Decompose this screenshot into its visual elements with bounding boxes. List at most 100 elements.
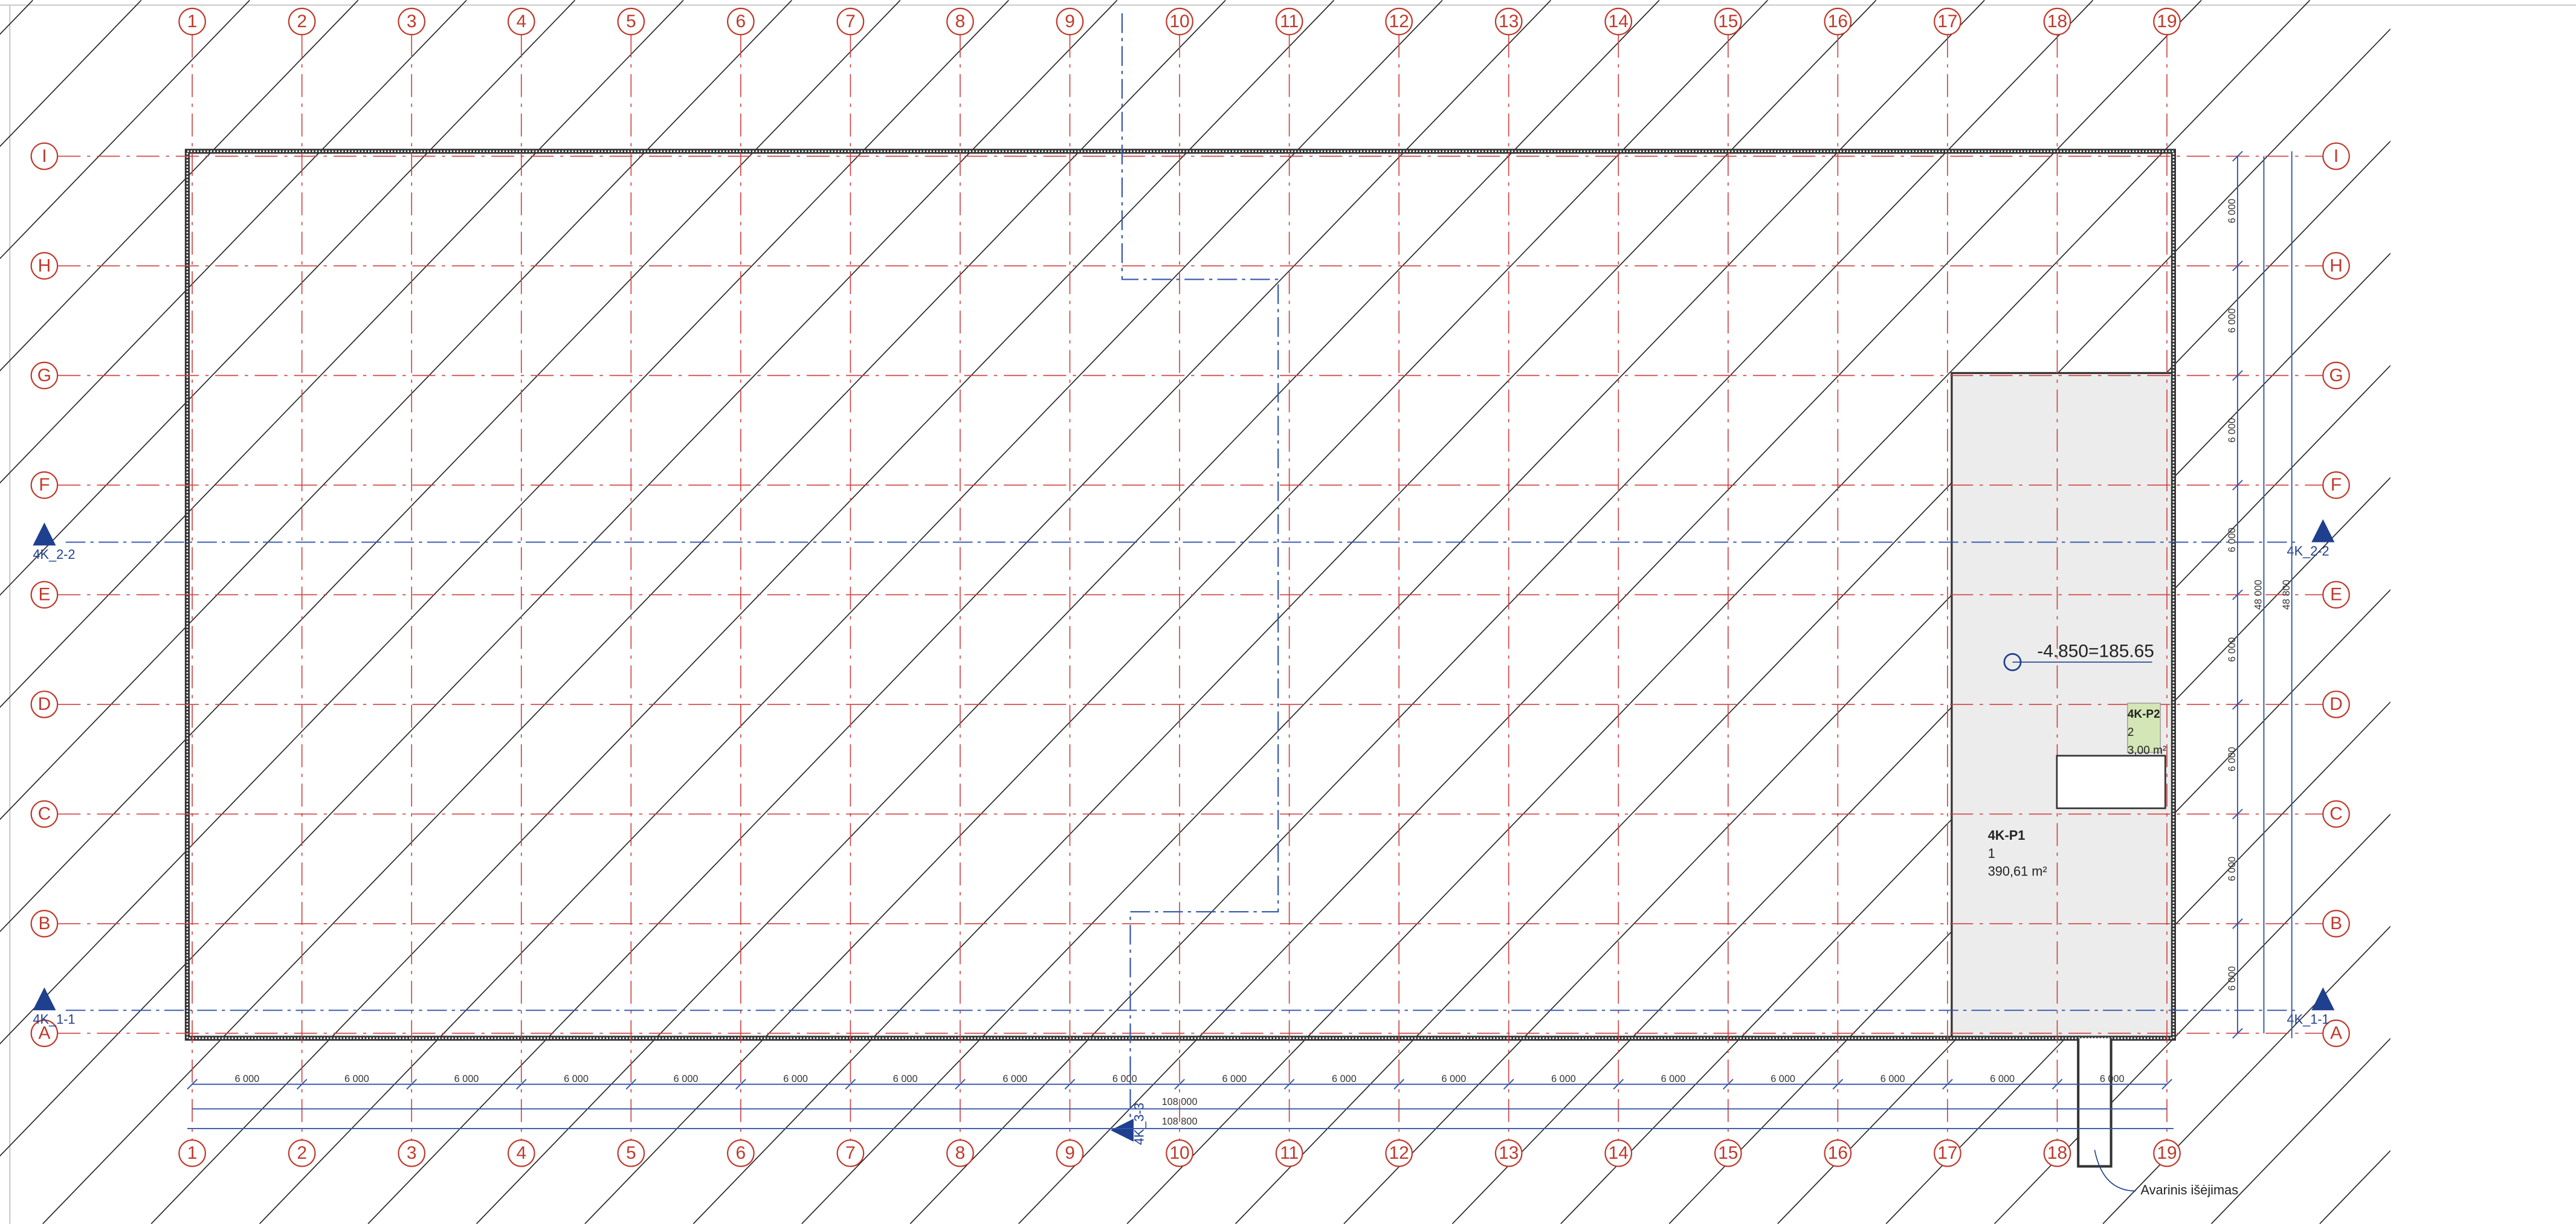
- grid-label: 16: [1828, 11, 1848, 31]
- grid-label: F: [2331, 475, 2342, 495]
- hatch-line: [1668, 477, 2390, 1224]
- grid-bubble: [1166, 7, 1193, 36]
- hatch-line: [1343, 140, 2390, 1224]
- grid-label: 10: [1169, 1143, 1189, 1163]
- section-marker: [1110, 1118, 1134, 1142]
- exit-leader: [2094, 1150, 2136, 1192]
- section-marker: [33, 522, 56, 546]
- dimension-label: 6 000: [344, 1074, 369, 1084]
- grid-label: 10: [1169, 11, 1189, 31]
- elevation: -4.850=185.65: [2037, 642, 2154, 662]
- grid-bubble: [30, 910, 59, 938]
- grid-bubble: [30, 581, 59, 609]
- grid-label: 1: [187, 11, 198, 31]
- section-label: 4K_1-1: [2287, 1011, 2329, 1026]
- room-number: 1: [1988, 846, 1995, 861]
- exit-corridor: [2077, 1038, 2113, 1168]
- dimension-tick: [187, 1078, 198, 1090]
- grid-bubble: [1824, 7, 1852, 36]
- grid-bubble: [1934, 1139, 1961, 1167]
- section-label: 4K_3-3: [1132, 1103, 1147, 1145]
- dimension-tick: [1832, 1078, 1844, 1090]
- grid-label: B: [38, 913, 50, 933]
- hatch-line: [909, 0, 2094, 1224]
- hatch-line: [0, 0, 467, 484]
- grid-label: 8: [955, 1143, 966, 1163]
- dimension-tick: [515, 1078, 527, 1090]
- stair: [2056, 755, 2166, 810]
- grid-label: 18: [2047, 11, 2067, 31]
- grid-label: 6: [736, 1143, 746, 1163]
- grid-label: B: [2330, 913, 2342, 933]
- room-area-label: 3,00 m²: [2128, 744, 2166, 757]
- grid-label: I: [42, 146, 47, 166]
- grid-bubble: [2322, 910, 2350, 938]
- room-highlight: [2127, 703, 2161, 753]
- grid-label: D: [38, 694, 51, 714]
- grid-bubble: [1494, 1139, 1523, 1167]
- grid-bubble: [178, 1139, 206, 1167]
- room-code: 4K-P2: [2128, 708, 2160, 721]
- grid-bubble: [617, 1139, 645, 1167]
- grid-label: 4: [516, 1143, 526, 1163]
- grid-label: C: [38, 804, 51, 824]
- hatch-line: [259, 0, 1443, 1224]
- grid-bubble: [946, 1139, 974, 1167]
- grid-bubble: [2153, 7, 2181, 36]
- hatch-line: [0, 0, 793, 820]
- grid-label: 6: [736, 11, 746, 31]
- grid-bubble: [30, 142, 59, 170]
- dimension-tick: [1283, 1078, 1295, 1090]
- grid-bubble: [1275, 1139, 1303, 1167]
- dimension-label: 6 000: [454, 1074, 479, 1084]
- dimension-label: 6 000: [2227, 966, 2238, 991]
- grid-bubble: [1385, 1139, 1413, 1167]
- grid-bubble: [30, 471, 59, 499]
- section-label: 4K_1-1: [33, 1011, 75, 1026]
- grid-label: G: [37, 366, 51, 385]
- grid-bubble: [2043, 1139, 2071, 1167]
- grid-bubble: [1385, 7, 1413, 36]
- dimension-label: 6 000: [2227, 308, 2238, 333]
- grid-bubble: [507, 1139, 535, 1167]
- grid-label: G: [2329, 366, 2343, 385]
- grid-label: 5: [626, 11, 636, 31]
- dimension-label: 6 000: [2227, 857, 2238, 881]
- grid-bubble: [727, 1139, 755, 1167]
- hatch-line: [584, 0, 1768, 1224]
- hatch-line: [692, 0, 1877, 1224]
- dimension-label: 108 800: [1162, 1116, 1198, 1127]
- grid-bubble: [178, 7, 206, 36]
- dimension-tick: [625, 1078, 637, 1090]
- dimension-tick: [1064, 1078, 1076, 1090]
- grid-bubble: [2322, 581, 2350, 609]
- hatch-line: [150, 0, 1335, 1224]
- dimension-label: 108 000: [1162, 1097, 1198, 1107]
- grid-label: 15: [1718, 1143, 1738, 1163]
- dimension-tick: [2232, 480, 2243, 491]
- grid-bubble: [2322, 1019, 2350, 1048]
- section-marker: [33, 987, 56, 1011]
- grid-label: 17: [1937, 11, 1957, 31]
- dimension-tick: [2161, 1078, 2172, 1090]
- dimension-label: 6 000: [893, 1074, 918, 1084]
- grid-bubble: [2322, 471, 2350, 499]
- grid: 1122334455667788991010111112121313141415…: [30, 7, 2350, 1167]
- dimension-tick: [1174, 1078, 1185, 1090]
- grid-label: 4: [516, 11, 526, 31]
- grid-bubble: [288, 1139, 316, 1167]
- grid-bubble: [617, 7, 645, 36]
- grid-label: 8: [955, 11, 966, 31]
- dimension-label: 6 000: [2227, 418, 2238, 443]
- grid-label: 9: [1065, 11, 1075, 31]
- grid-bubble: [30, 361, 59, 390]
- dimension-tick: [2232, 699, 2243, 710]
- exit-label: Avarinis išėjimas: [2141, 1182, 2239, 1197]
- grid-bubble: [398, 7, 426, 36]
- dimension-tick: [2232, 150, 2243, 162]
- dimension-tick: [845, 1078, 856, 1090]
- grid-bubble: [2322, 691, 2350, 718]
- grid-label: 11: [1280, 11, 1299, 31]
- grid-bubble: [1604, 1139, 1633, 1167]
